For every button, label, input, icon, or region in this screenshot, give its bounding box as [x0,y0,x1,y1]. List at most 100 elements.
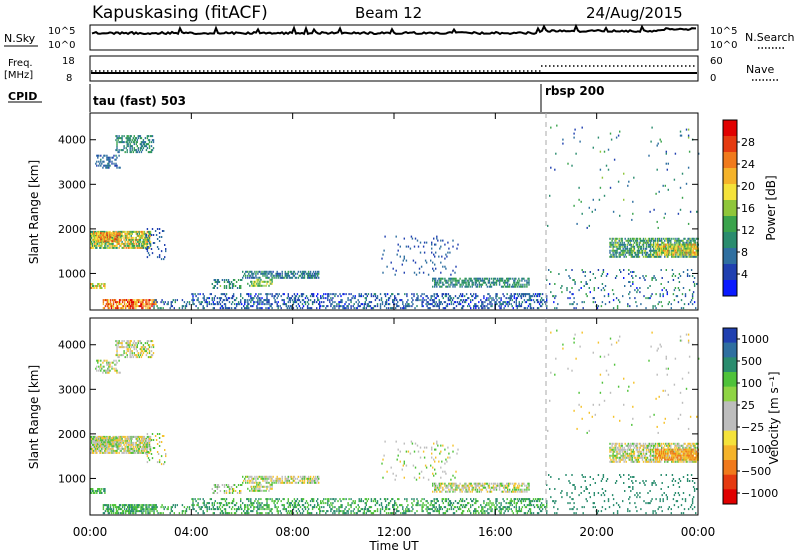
scatter-cell [406,295,407,297]
scatter-cell [128,446,129,448]
scatter-cell [657,221,658,223]
scatter-cell [145,307,146,309]
scatter-cell [103,303,104,305]
scatter-cell [140,446,141,448]
scatter-cell [403,260,404,262]
scatter-cell [539,295,540,297]
scatter-cell [565,269,566,271]
scatter-cell [649,211,650,213]
scatter-cell [131,440,132,442]
scatter-cell [516,284,517,286]
scatter-cell [109,236,110,238]
scatter-cell [112,157,113,159]
scatter-cell [112,234,113,236]
scatter-cell [484,307,485,309]
scatter-cell [366,299,367,301]
scatter-cell [615,254,616,256]
scatter-cell [119,240,120,242]
scatter-cell [598,305,599,307]
scatter-cell [125,446,126,448]
scatter-cell [526,286,527,288]
scatter-cell [266,275,267,277]
scatter-cell [368,293,369,295]
scatter-cell [318,482,319,484]
scatter-cell [582,213,583,215]
colorbar-tick-label: 20 [741,180,755,193]
scatter-cell [657,242,658,244]
scatter-cell [452,299,453,301]
scatter-cell [134,299,135,301]
scatter-cell [649,297,650,299]
scatter-cell [103,161,104,163]
scatter-cell [294,275,295,277]
scatter-cell [679,281,680,283]
scatter-cell [126,299,127,301]
scatter-cell [495,278,496,280]
scatter-cell [243,305,244,307]
scatter-cell [133,241,134,243]
scatter-cell [165,453,166,455]
scatter-cell [247,301,248,303]
scatter-cell [97,238,98,240]
scatter-cell [115,238,116,240]
scatter-cell [592,211,593,213]
scatter-cell [159,232,160,234]
scatter-cell [161,236,162,238]
scatter-cell [647,252,648,254]
scatter-cell [141,348,142,350]
scatter-cell [634,289,635,291]
scatter-cell [152,228,153,230]
scatter-cell [627,305,628,307]
scatter-cell [332,297,333,299]
scatter-cell [99,243,100,245]
scatter-cell [135,512,136,514]
scatter-cell [622,238,623,240]
power-x-ticks [90,113,698,310]
scatter-cell [193,303,194,305]
scatter-cell [197,299,198,301]
scatter-cell [434,264,435,266]
scatter-cell [155,303,156,305]
scatter-cell [609,238,610,240]
scatter-cell [350,293,351,295]
scatter-cell [321,297,322,299]
scatter-cell [447,242,448,244]
scatter-cell [116,303,117,305]
scatter-cell [442,282,443,284]
scatter-cell [259,476,260,478]
scatter-cell [475,284,476,286]
scatter-cell [477,284,478,286]
scatter-cell [139,299,140,301]
scatter-cell [252,480,253,482]
scatter-cell [284,299,285,301]
scatter-cell [177,504,178,506]
scatter-cell [437,282,438,284]
scatter-cell [643,295,644,297]
scatter-cell [109,512,110,514]
scatter-cell [305,271,306,273]
scatter-cell [654,305,655,307]
scatter-cell [133,442,134,444]
scatter-cell [264,480,265,482]
scatter-cell [574,281,575,283]
scatter-cell [211,293,212,295]
scatter-cell [447,282,448,284]
scatter-cell [528,305,529,307]
scatter-cell [432,303,433,305]
scatter-cell [153,305,154,307]
scatter-cell [116,362,117,364]
scatter-cell [631,240,632,242]
scatter-cell [186,303,187,305]
scatter-cell [653,254,654,256]
scatter-cell [137,139,138,141]
scatter-cell [224,279,225,281]
scatter-cell [220,299,221,301]
scatter-cell [604,151,605,153]
scatter-cell [123,444,124,446]
scatter-cell [529,293,530,295]
scatter-cell [679,248,680,250]
scatter-cell [440,280,441,282]
scatter-cell [669,301,670,303]
scatter-cell [112,443,113,445]
scatter-cell [122,301,123,303]
